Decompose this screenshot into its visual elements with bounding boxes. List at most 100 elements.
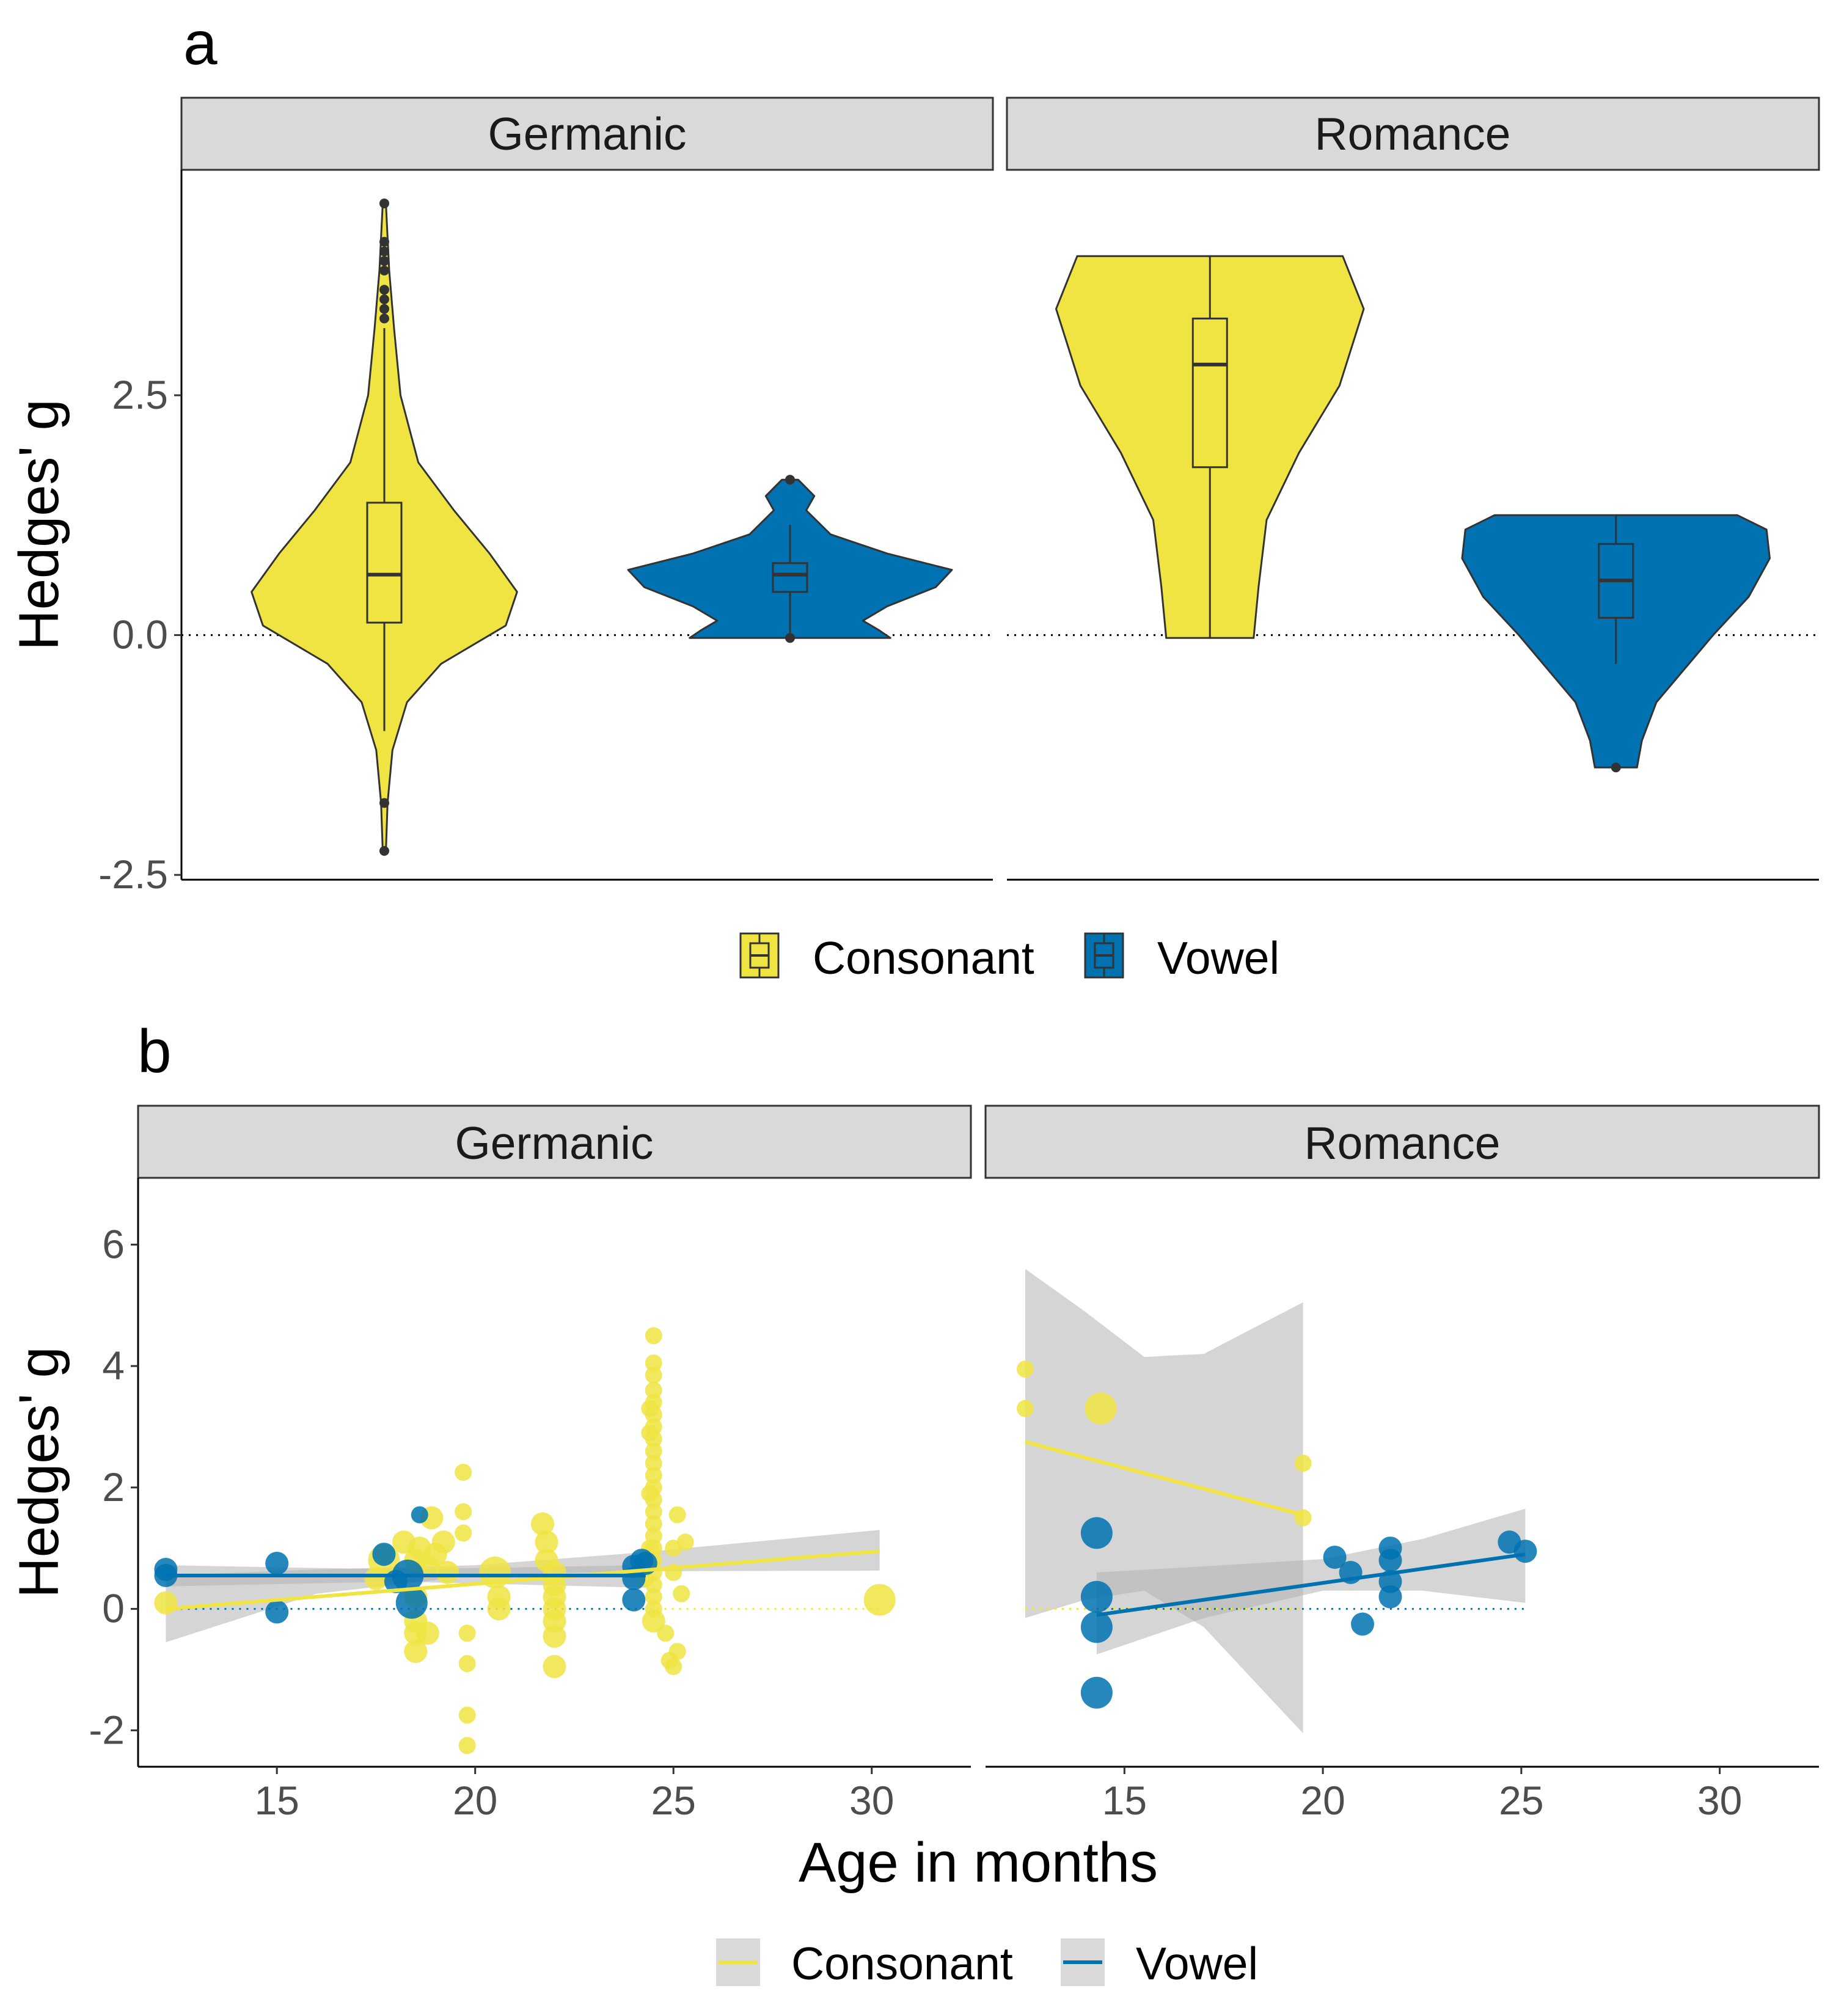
x-tick-label: 30 [1697, 1778, 1742, 1823]
data-point-germanic-consonant [431, 1530, 455, 1554]
data-point-germanic-vowel [265, 1552, 289, 1576]
data-point-romance-consonant [1017, 1400, 1034, 1417]
facet-strip-romance-b-label: Romance [1304, 1117, 1501, 1169]
regression-line-romance-consonant [1025, 1440, 1304, 1517]
y-tick-label: 2.5 [112, 372, 168, 417]
facet-strip-romance-b [984, 1105, 1820, 1179]
panel-b-legend: Consonant Vowel [716, 1938, 1258, 1989]
y-tick-label: 2 [102, 1464, 125, 1510]
data-point-germanic-consonant [645, 1478, 662, 1496]
legend-label-vowel-b: Vowel [1136, 1938, 1258, 1989]
outlier-point-germanic-consonant [379, 265, 389, 276]
x-tick-label: 20 [453, 1778, 497, 1823]
data-point-romance-vowel [1080, 1517, 1113, 1549]
confidence-ribbon-germanic-consonant [166, 1530, 880, 1643]
panel-b-marks [154, 1269, 1537, 1755]
facet-strip-germanic-b [137, 1105, 972, 1179]
data-point-germanic-vowel [395, 1587, 428, 1619]
data-point-romance-consonant [1294, 1455, 1312, 1472]
outlier-point-germanic-consonant [379, 845, 389, 856]
data-point-romance-vowel [1513, 1539, 1537, 1563]
outlier-point-germanic-consonant [379, 236, 389, 247]
data-point-germanic-consonant [645, 1430, 662, 1448]
data-point-germanic-consonant [645, 1381, 662, 1399]
y-tick-label: 0.0 [112, 612, 168, 657]
legend-label-vowel: Vowel [1157, 932, 1279, 984]
panel-a-label: a [183, 9, 218, 78]
panel-b-x-axis-title: Age in months [799, 1832, 1158, 1894]
outlier-point-germanic-consonant [379, 294, 389, 304]
confidence-ribbon-romance-vowel [1096, 1508, 1526, 1655]
facet-strip-romance [1006, 97, 1820, 171]
data-point-germanic-consonant [645, 1503, 662, 1521]
legend-key-vowel-box [1084, 932, 1124, 979]
data-point-germanic-consonant [642, 1609, 665, 1633]
data-point-germanic-consonant [487, 1597, 511, 1621]
data-point-germanic-consonant [863, 1583, 896, 1616]
data-point-germanic-consonant [535, 1530, 558, 1554]
data-point-germanic-consonant [543, 1624, 566, 1648]
data-point-germanic-consonant [458, 1624, 476, 1642]
outlier-point-germanic-consonant [379, 198, 389, 208]
box-romance-consonant [1191, 317, 1228, 469]
panel-a-marks [181, 198, 1819, 856]
facet-strip-romance-label: Romance [1315, 108, 1511, 159]
x-tick-label: 15 [254, 1778, 299, 1823]
data-point-romance-consonant [1017, 1360, 1034, 1378]
data-point-germanic-consonant [645, 1515, 662, 1533]
y-tick-label: 6 [102, 1221, 125, 1266]
panel-a-legend: Consonant Vowel [739, 932, 1279, 984]
panel-b: b Germanic Romance -2 0 2 4 6 15 20 25 30 15 20 25 3… [8, 1017, 1820, 1989]
confidence-ribbon-romance-consonant [1025, 1269, 1303, 1734]
data-point-germanic-consonant [415, 1621, 439, 1645]
data-point-germanic-vowel [622, 1588, 646, 1612]
outlier-point-germanic-consonant [379, 304, 389, 314]
data-point-germanic-vowel [372, 1543, 396, 1566]
data-point-germanic-consonant [645, 1527, 662, 1545]
outlier-point-romance-vowel [1611, 762, 1621, 773]
data-point-germanic-consonant [645, 1327, 662, 1345]
data-point-germanic-consonant [673, 1585, 690, 1602]
facet-strip-germanic [180, 97, 994, 171]
data-point-germanic-consonant [455, 1464, 472, 1481]
data-point-germanic-consonant [645, 1406, 662, 1423]
data-point-germanic-vowel [411, 1506, 428, 1524]
data-point-romance-vowel [1351, 1612, 1374, 1636]
data-point-germanic-consonant [543, 1655, 566, 1678]
panel-a: a Germanic Romance -2.50.02.5 Hedges' g … [8, 9, 1820, 984]
data-point-germanic-consonant [645, 1354, 662, 1372]
data-point-germanic-consonant [645, 1393, 662, 1411]
panel-b-y-axis-title: Hedges' g [8, 1346, 70, 1598]
data-point-germanic-consonant [645, 1442, 662, 1460]
data-point-germanic-vowel [154, 1563, 178, 1587]
data-point-germanic-consonant [645, 1576, 662, 1593]
data-point-romance-vowel [1080, 1611, 1113, 1643]
x-tick-label: 25 [651, 1778, 696, 1823]
outlier-point-germanic-vowel [785, 475, 795, 485]
box-germanic-vowel [772, 562, 808, 593]
data-point-germanic-consonant [458, 1655, 476, 1673]
data-point-germanic-consonant [154, 1591, 178, 1615]
y-tick-label: -2.5 [98, 852, 168, 897]
x-tick-label: 20 [1300, 1778, 1345, 1823]
legend-key-consonant-box [739, 932, 780, 979]
data-point-germanic-consonant [676, 1533, 694, 1551]
data-point-romance-vowel [1080, 1676, 1113, 1709]
data-point-germanic-vowel [265, 1600, 289, 1624]
outlier-point-germanic-consonant [379, 246, 389, 257]
data-point-germanic-consonant [531, 1512, 554, 1536]
data-point-romance-vowel [1080, 1580, 1113, 1613]
data-point-germanic-consonant [645, 1418, 662, 1436]
box-germanic-consonant [366, 502, 403, 624]
data-point-germanic-consonant [645, 1588, 662, 1605]
data-point-germanic-consonant [455, 1524, 472, 1542]
x-tick-label: 25 [1499, 1778, 1543, 1823]
data-point-romance-vowel [1378, 1549, 1402, 1572]
regression-line-romance-vowel [1096, 1552, 1526, 1617]
data-point-germanic-consonant [645, 1491, 662, 1508]
panel-a-y-ticks: -2.5 0.0 2.5 [98, 372, 181, 897]
data-point-romance-vowel [1323, 1546, 1347, 1569]
x-tick-label: 30 [849, 1778, 894, 1823]
data-point-germanic-consonant [668, 1643, 686, 1660]
panel-b-ticks: -2 0 2 4 6 15 20 25 30 15 20 25 30 [89, 1221, 1742, 1823]
